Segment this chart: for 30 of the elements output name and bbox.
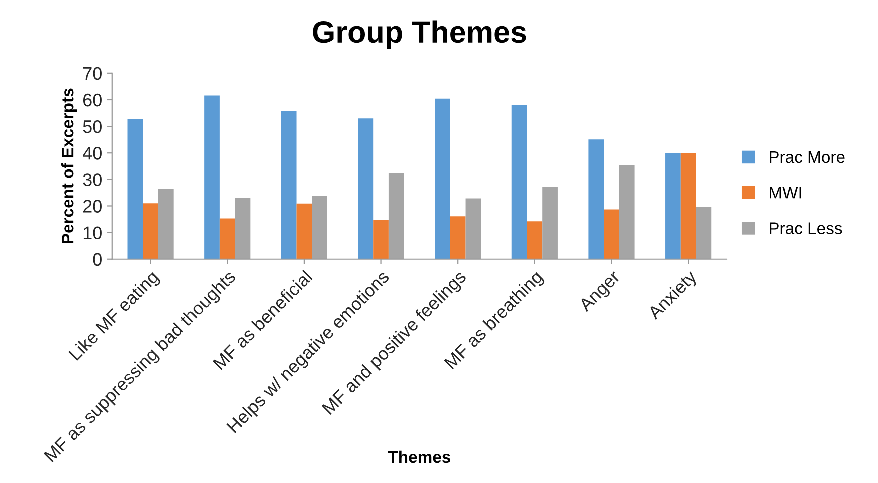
legend-label: Prac More [770,152,845,164]
bar [588,140,604,260]
bar [450,216,466,260]
legend-label: Prac Less [770,222,842,234]
bar [296,204,312,260]
x-axis-title: Themes [388,450,450,464]
bar [358,118,374,260]
bar [527,222,543,260]
bar [204,96,220,260]
bar [374,220,389,260]
chart-title: Group Themes [313,20,526,50]
bar [128,119,144,260]
y-tick-label: 10 [84,226,102,240]
bar [281,111,297,260]
legend-label: MWI [770,187,802,199]
bar [220,218,236,260]
bar [666,153,681,260]
y-tick-label: 60 [84,94,102,107]
bar [680,153,696,260]
y-tick-label: 0 [93,253,102,266]
y-axis-title: Percent of Excerpts [61,88,78,244]
y-tick-label: 50 [83,120,102,134]
bar [435,98,450,260]
bar [604,210,620,260]
y-tick-label: 70 [84,67,102,80]
bar [143,204,158,260]
y-tick-label: 20 [83,200,102,213]
bar [512,105,528,260]
y-tick-label: 40 [82,147,102,160]
y-tick-label: 30 [83,174,102,186]
